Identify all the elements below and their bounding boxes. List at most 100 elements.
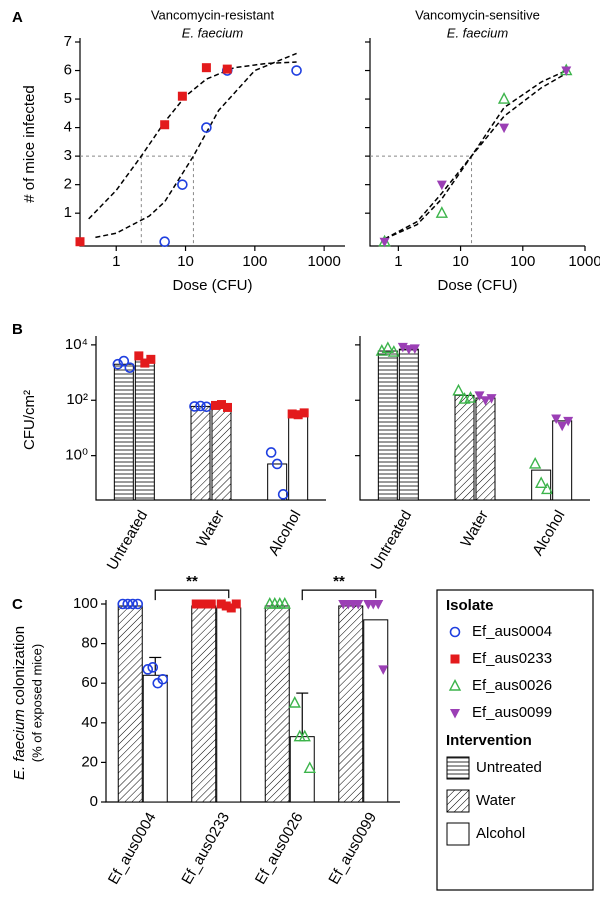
x-tick-label: Water: [193, 507, 227, 550]
legend-box: [436, 589, 594, 891]
marker: [303, 761, 316, 774]
x-tick-label: 100: [242, 253, 267, 270]
marker: [189, 401, 200, 412]
y-axis-label-text: colonization: [11, 626, 28, 705]
y-axis-label: E. faecium colonization: [11, 626, 28, 780]
fit-curve: [384, 69, 567, 240]
x-tick-label: Ef_aus0004: [105, 809, 160, 887]
x-tick-label: 1000: [307, 253, 340, 270]
legend-swatch: [446, 756, 470, 780]
marker: [191, 599, 201, 609]
marker: [563, 416, 574, 427]
marker: [486, 394, 497, 404]
marker: [118, 355, 130, 367]
marker: [117, 598, 129, 610]
marker: [132, 598, 144, 610]
y-tick-label: 100: [73, 595, 98, 612]
legend-label: Ef_aus0233: [472, 650, 552, 667]
y-axis-label: # of mice infected: [21, 85, 38, 203]
marker: [409, 344, 420, 354]
marker: [448, 678, 462, 691]
chart-title: Vancomycin-resistant: [151, 7, 275, 22]
axis-line: [95, 336, 326, 501]
marker: [226, 603, 236, 613]
marker: [557, 421, 568, 432]
marker: [499, 123, 510, 134]
significance-bracket: [301, 589, 377, 601]
marker: [127, 598, 139, 610]
bar: [398, 348, 419, 501]
bar: [377, 350, 398, 501]
marker: [450, 709, 460, 719]
marker: [435, 206, 449, 218]
marker: [529, 456, 542, 469]
legend-label: Water: [476, 792, 515, 809]
bar: [191, 605, 217, 803]
marker: [381, 341, 394, 354]
bar: [142, 674, 168, 803]
chart-subtitle: E. faecium: [447, 25, 509, 40]
legend-label: Untreated: [476, 759, 542, 776]
marker: [551, 414, 562, 424]
bar: [264, 605, 290, 803]
bar: [117, 605, 143, 803]
marker: [480, 396, 491, 406]
marker: [157, 673, 169, 685]
significance-label: **: [186, 573, 198, 590]
bar: [552, 420, 573, 501]
bar: [190, 405, 211, 501]
marker: [201, 122, 212, 133]
marker: [403, 345, 414, 355]
marker: [497, 92, 511, 104]
marker: [379, 237, 390, 248]
y-tick-label: 5: [64, 90, 72, 107]
bar: [531, 469, 552, 501]
marker: [464, 391, 477, 403]
marker: [265, 447, 277, 458]
marker: [293, 410, 303, 420]
marker: [159, 236, 170, 248]
axis-line: [79, 38, 345, 247]
marker: [298, 729, 311, 742]
marker: [449, 626, 461, 638]
legend-label: Ef_aus0026: [472, 677, 552, 694]
marker: [373, 600, 384, 610]
bar: [216, 607, 242, 803]
x-tick-label: Ef_aus0233: [178, 809, 233, 887]
panel-label: C: [12, 596, 23, 613]
marker: [436, 180, 447, 191]
marker: [288, 695, 301, 708]
fit-curve: [88, 61, 297, 220]
marker: [134, 351, 144, 361]
x-tick-label: Ef_aus0099: [325, 809, 380, 887]
marker: [217, 400, 226, 410]
y-tick-label: 0: [90, 793, 98, 810]
chart-title: Vancomycin-sensitive: [415, 7, 540, 22]
marker: [452, 383, 465, 396]
y-tick-label: 10⁴: [65, 336, 88, 353]
marker: [271, 458, 283, 470]
bar: [113, 363, 134, 501]
marker: [221, 601, 231, 611]
marker: [222, 64, 232, 74]
legend-title: Intervention: [446, 732, 532, 749]
marker: [196, 599, 206, 609]
legend-title: Isolate: [446, 597, 494, 614]
y-tick-label: 6: [64, 62, 72, 79]
fit-curve: [95, 52, 297, 239]
x-tick-label: 1: [112, 253, 120, 270]
marker: [146, 354, 156, 364]
marker: [124, 362, 136, 373]
marker: [535, 476, 548, 489]
marker: [177, 179, 188, 190]
x-tick-label: 1000: [568, 253, 600, 270]
marker: [112, 358, 124, 370]
marker: [216, 599, 226, 609]
marker: [541, 482, 554, 495]
marker: [223, 402, 232, 412]
y-tick-label: 1: [64, 204, 72, 221]
legend-label: Alcohol: [476, 825, 525, 842]
y-tick-label: 10⁰: [65, 447, 88, 464]
marker: [299, 408, 309, 418]
